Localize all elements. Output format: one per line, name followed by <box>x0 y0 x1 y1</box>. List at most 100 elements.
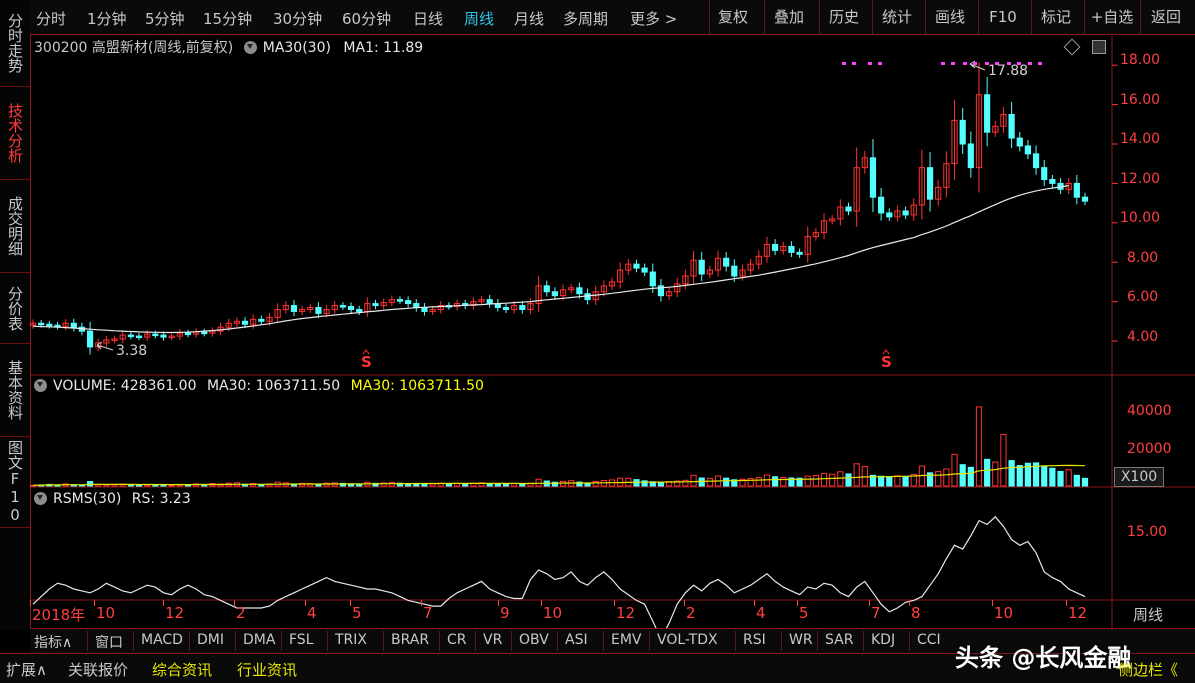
indicator-divider <box>909 631 910 651</box>
indicator-tab[interactable]: DMA <box>243 632 276 648</box>
volume-bar <box>1073 474 1080 487</box>
indicator-tab[interactable]: KDJ <box>871 632 896 648</box>
volume-bar <box>992 461 999 487</box>
candle-body <box>388 299 395 304</box>
top-toolbar: 分时 1分钟 5分钟 15分钟 30分钟 60分钟 日线 周线 月线 多周期 更… <box>30 0 1195 35</box>
indicator-tab[interactable]: DMI <box>197 632 224 648</box>
indicator-tab[interactable]: BRAR <box>391 632 430 648</box>
price-tick-4: 4.00 <box>1127 329 1159 345</box>
volume-bar <box>1057 470 1064 487</box>
candle-body <box>1000 113 1007 127</box>
volume-bar <box>951 453 958 487</box>
f10-button[interactable]: F10 <box>978 0 1027 34</box>
candle-body <box>959 119 966 145</box>
signal-dot <box>868 62 872 65</box>
sidebar-tab-trade-detail[interactable]: 成交明细 <box>0 180 30 273</box>
indicator-tab[interactable]: WR <box>789 632 813 648</box>
period-more[interactable]: 更多 > <box>630 10 678 28</box>
sidebar-tab-price-table[interactable]: 分价表 <box>0 273 30 344</box>
period-5min[interactable]: 5分钟 <box>145 10 185 28</box>
volume-bar <box>674 480 681 487</box>
period-weekly[interactable]: 周线 <box>464 10 495 28</box>
x-axis-tick-mark <box>992 600 993 606</box>
indicator-tab[interactable]: 窗口 <box>95 635 123 651</box>
x-axis-tick: 12 <box>1068 604 1088 622</box>
volume-bar <box>511 483 518 487</box>
indicator-divider <box>603 631 604 651</box>
candle-body <box>886 212 893 218</box>
period-30min[interactable]: 30分钟 <box>273 10 323 28</box>
candle-body <box>723 257 730 267</box>
indicator-bar: 指标∧ 窗口 MACD DMI DMA FSL TRIX BRAR CR VR OBV ASI EMV V… <box>30 628 1195 653</box>
indicator-tab[interactable]: SAR <box>825 632 854 648</box>
statistics-button[interactable]: 统计 <box>872 0 921 34</box>
candle-body <box>1008 113 1015 139</box>
candle-body <box>478 299 485 303</box>
candle-body <box>535 285 542 305</box>
candle-body <box>894 210 901 218</box>
news-tab[interactable]: 综合资讯 <box>152 661 213 679</box>
volume-bar <box>1008 460 1015 487</box>
sidebar-tab-fundamentals[interactable]: 基本资料 <box>0 344 30 437</box>
industry-news-tab[interactable]: 行业资讯 <box>237 661 298 679</box>
candle-body <box>665 291 673 297</box>
volume-tick-20000: 20000 <box>1127 441 1172 457</box>
candle-body <box>568 287 575 291</box>
indicator-tab[interactable]: CR <box>447 632 467 648</box>
indicator-tab[interactable]: 指标∧ <box>34 635 73 651</box>
period-intraday[interactable]: 分时 <box>36 10 67 28</box>
back-button[interactable]: 返回 <box>1140 0 1191 34</box>
indicator-tab[interactable]: TRIX <box>335 632 367 648</box>
window-toggle-icon[interactable] <box>1092 40 1106 54</box>
x-axis-tick-mark <box>163 600 164 606</box>
dropdown-icon[interactable] <box>243 41 257 54</box>
period-60min[interactable]: 60分钟 <box>342 10 392 28</box>
indicator-tab[interactable]: VOL-TDX <box>657 632 718 648</box>
signal-dot <box>985 62 989 65</box>
period-monthly[interactable]: 月线 <box>514 10 545 28</box>
overlay-button[interactable]: 叠加 <box>764 0 813 34</box>
indicator-tab[interactable]: EMV <box>611 632 642 648</box>
volume-bar <box>926 472 934 487</box>
signal-dot <box>941 62 945 65</box>
x-axis-tick-mark <box>305 600 306 606</box>
volume-unit-badge[interactable]: X100 <box>1114 467 1164 487</box>
mark-button[interactable]: 标记 <box>1031 0 1080 34</box>
volume-dropdown-icon[interactable] <box>34 379 47 392</box>
sidebar-tab-intraday[interactable]: 分时走势 <box>0 0 30 87</box>
indicator-tab[interactable]: FSL <box>289 632 314 648</box>
signal-caret <box>882 349 890 355</box>
candle-body <box>331 305 338 310</box>
sidebar-tab-technical[interactable]: 技术分析 <box>0 87 30 180</box>
rsms-dropdown-icon[interactable] <box>34 492 47 505</box>
period-1min[interactable]: 1分钟 <box>87 10 127 28</box>
candle-body <box>772 243 779 251</box>
volume-bar <box>763 474 771 487</box>
volume-bar <box>878 475 885 487</box>
volume-bar <box>935 471 942 487</box>
indicator-tab[interactable]: ASI <box>565 632 588 648</box>
indicator-tab[interactable]: CCI <box>917 632 941 648</box>
period-multi[interactable]: 多周期 <box>563 10 609 28</box>
sidebar-tab-f10[interactable]: 图文F10 <box>0 437 30 528</box>
indicator-tab[interactable]: MACD <box>141 632 183 648</box>
history-button[interactable]: 历史 <box>819 0 868 34</box>
candle-body <box>1032 153 1040 169</box>
period-daily[interactable]: 日线 <box>413 10 444 28</box>
indicator-tab[interactable]: VR <box>483 632 503 648</box>
indicator-tab[interactable]: OBV <box>519 632 549 648</box>
volume-ma-label-yellow: MA30: 1063711.50 <box>350 378 484 394</box>
candle-body <box>551 291 559 297</box>
candle-body <box>641 267 648 273</box>
indicator-tab[interactable]: RSI <box>743 632 766 648</box>
period-15min[interactable]: 15分钟 <box>203 10 253 28</box>
volume-bar <box>576 481 583 487</box>
volume-bar <box>429 483 436 487</box>
related-quotes-tab[interactable]: 关联报价 <box>68 661 129 679</box>
add-watchlist-button[interactable]: +自选 <box>1084 0 1139 34</box>
draw-line-button[interactable]: 画线 <box>925 0 974 34</box>
extend-toggle[interactable]: 扩展∧ <box>6 661 47 679</box>
restore-rights-button[interactable]: 复权 <box>709 0 756 34</box>
sidebar-toggle[interactable]: 侧边栏《 <box>1118 661 1179 679</box>
